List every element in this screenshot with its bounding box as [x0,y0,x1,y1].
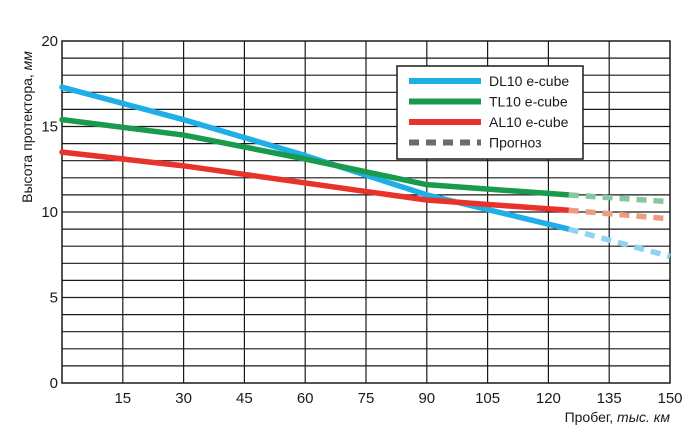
x-tick-label: 15 [114,390,131,407]
y-tick-label: 0 [50,375,58,392]
legend: DL10 e-cube TL10 e-cube AL10 e-cube Прогноз [396,65,584,160]
series-line-tl10-e-cube [59,116,572,198]
series-line-dl10-e-cube [59,84,572,232]
legend-label-forecast: Прогноз [489,135,542,151]
x-tick-label: 45 [236,390,253,407]
x-tick-label: 90 [418,390,435,407]
x-tick-label: 150 [657,390,682,407]
y-tick-label: 10 [41,204,58,221]
x-tick-label: 60 [297,390,314,407]
series-lines [59,84,671,260]
series-line-al10-e-cube [59,149,572,214]
legend-label: DL10 e-cube [489,73,569,89]
axes: 15 30 45 60 75 90 105 120 135 150 0 5 10 15 20 [41,33,682,407]
y-tick-label: 15 [41,119,58,136]
legend-label: TL10 e-cube [489,94,568,110]
x-tick-label: 105 [475,390,500,407]
legend-label: AL10 e-cube [489,114,569,130]
y-tick-label: 5 [50,290,58,307]
x-tick-label: 75 [358,390,375,407]
x-tick-label: 30 [175,390,192,407]
x-tick-label: 120 [536,390,561,407]
x-tick-label: 135 [597,390,622,407]
x-axis-title: Пробег, тыс. км [565,409,671,425]
forecast-line-dl10-e-cube [567,226,671,260]
y-axis-title: Высота протектора, мм [19,51,35,203]
y-tick-label: 20 [41,33,58,50]
plot-border [61,40,671,384]
